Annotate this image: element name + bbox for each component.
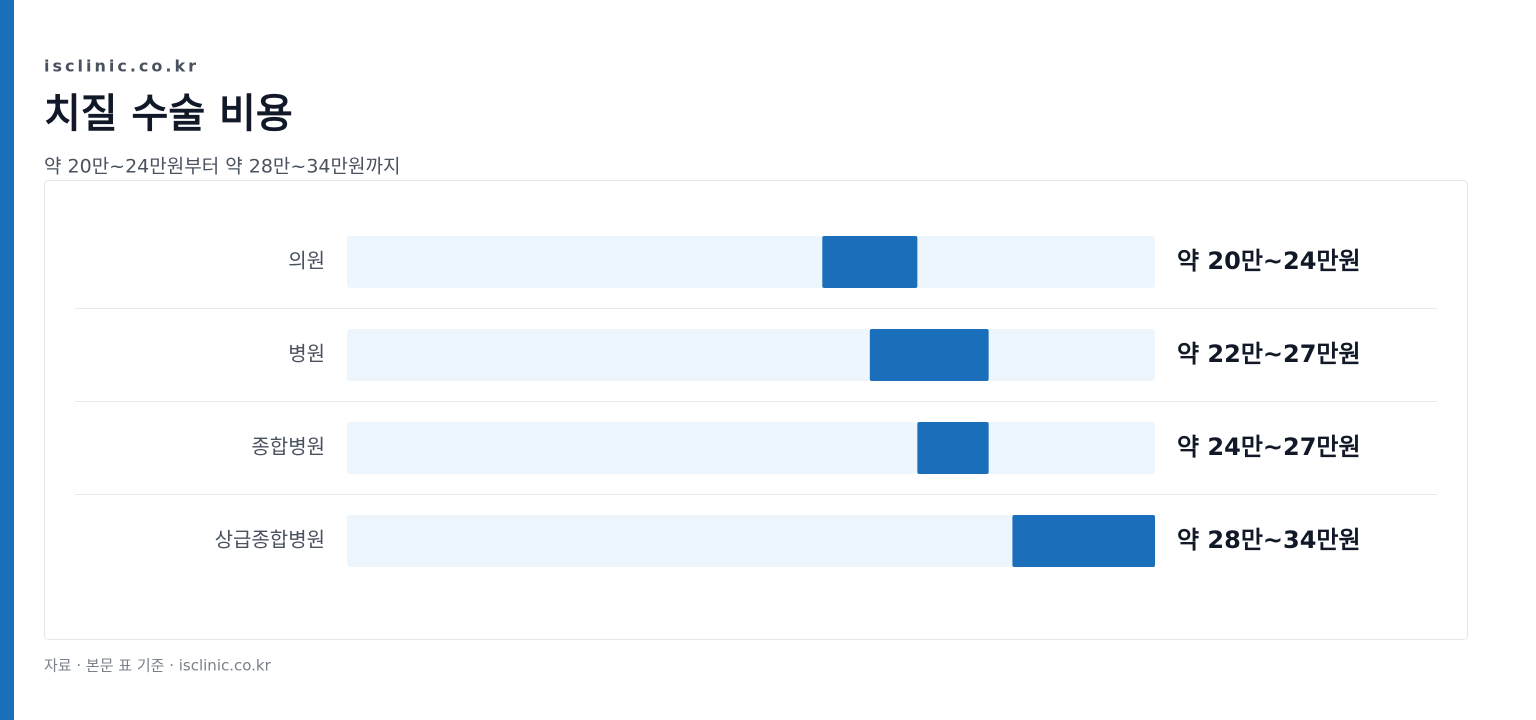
track	[347, 236, 1155, 288]
value-label: 약 22만~27만원	[1177, 340, 1361, 368]
category-label: 병원	[288, 342, 325, 366]
chart-title: 치질 수술 비용	[44, 91, 293, 137]
category-label: 상급종합병원	[215, 528, 325, 552]
category-label: 의원	[288, 249, 325, 273]
track	[347, 515, 1155, 567]
value-label: 약 28만~34만원	[1177, 526, 1361, 554]
category-label: 종합병원	[251, 435, 325, 459]
track	[347, 329, 1155, 381]
track	[347, 422, 1155, 474]
range-bar	[1012, 515, 1155, 567]
source: isclinic.co.kr	[44, 57, 199, 76]
value-label: 약 24만~27만원	[1177, 433, 1361, 461]
range-bar	[822, 236, 918, 288]
range-bar	[869, 329, 989, 381]
footnote: 자료 · 본문 표 기준 · isclinic.co.kr	[44, 657, 272, 675]
accent-bar	[0, 0, 14, 720]
range-bar	[917, 422, 989, 474]
value-label: 약 20만~24만원	[1177, 247, 1361, 275]
subtitle: 약 20만~24만원부터 약 28만~34만원까지	[44, 156, 400, 178]
